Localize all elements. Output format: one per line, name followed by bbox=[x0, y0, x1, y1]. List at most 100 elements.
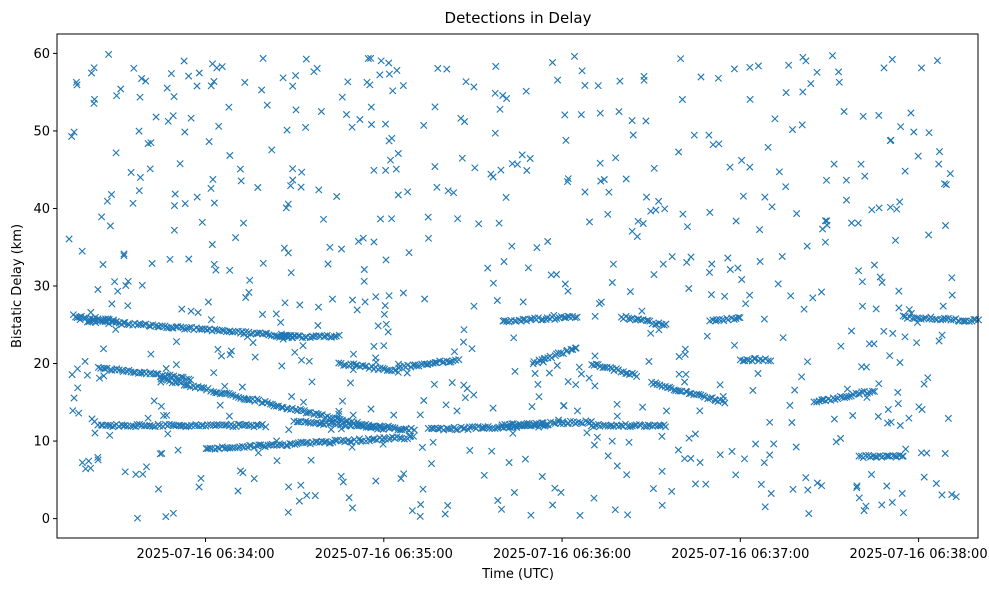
detection-point bbox=[874, 412, 882, 421]
detection-point bbox=[234, 444, 242, 452]
detection-point bbox=[880, 327, 888, 335]
detection-point bbox=[314, 303, 323, 311]
detection-point bbox=[687, 454, 695, 463]
detection-point bbox=[120, 252, 128, 260]
detection-point bbox=[889, 329, 897, 337]
detection-point bbox=[914, 152, 922, 160]
detection-point bbox=[210, 369, 218, 377]
y-tick-label: 20 bbox=[33, 357, 50, 372]
detection-point bbox=[640, 76, 648, 84]
detection-point bbox=[935, 160, 943, 168]
detection-point bbox=[108, 366, 116, 374]
detection-point bbox=[466, 446, 474, 454]
detection-point bbox=[607, 421, 615, 429]
detection-point bbox=[860, 507, 868, 515]
detection-point bbox=[917, 449, 925, 457]
detection-point bbox=[901, 333, 909, 341]
detection-point bbox=[915, 403, 923, 411]
detection-point bbox=[730, 341, 739, 349]
detection-point bbox=[312, 409, 320, 417]
detection-point bbox=[229, 423, 237, 431]
detection-point bbox=[185, 255, 193, 263]
detection-point bbox=[542, 421, 550, 429]
detection-point bbox=[104, 421, 112, 429]
detection-point bbox=[508, 160, 516, 168]
detection-point bbox=[388, 215, 396, 223]
detection-point bbox=[489, 279, 497, 287]
detection-point bbox=[600, 175, 608, 184]
detection-point bbox=[768, 203, 776, 211]
detection-point bbox=[896, 198, 904, 206]
detection-point bbox=[544, 237, 552, 246]
detection-point bbox=[263, 101, 271, 109]
detection-point bbox=[628, 314, 636, 322]
detection-point bbox=[730, 65, 738, 73]
detection-point bbox=[245, 288, 253, 296]
y-tick-label: 60 bbox=[33, 47, 50, 62]
detection-point bbox=[225, 103, 233, 111]
detection-point bbox=[608, 437, 616, 445]
detection-point bbox=[897, 123, 905, 131]
detection-point bbox=[713, 316, 721, 324]
detection-point bbox=[548, 354, 556, 362]
detection-point bbox=[142, 320, 150, 328]
detection-point bbox=[297, 183, 305, 191]
detection-point bbox=[905, 414, 913, 422]
detection-point bbox=[210, 260, 218, 268]
detection-point bbox=[726, 265, 734, 274]
detection-point bbox=[287, 269, 295, 277]
detection-point bbox=[212, 389, 220, 397]
detection-point bbox=[305, 357, 313, 365]
detection-point bbox=[870, 387, 879, 395]
detection-point bbox=[424, 213, 432, 221]
detection-point bbox=[388, 134, 396, 142]
detection-point bbox=[376, 422, 384, 430]
detection-point bbox=[886, 203, 894, 211]
detection-point bbox=[355, 435, 363, 443]
detection-point bbox=[148, 259, 156, 268]
detection-point bbox=[853, 484, 861, 492]
detection-point bbox=[407, 432, 415, 440]
detection-point bbox=[157, 402, 165, 410]
detection-point bbox=[337, 472, 345, 480]
detection-point bbox=[736, 314, 744, 322]
detection-point bbox=[170, 226, 178, 234]
detection-point bbox=[613, 462, 621, 470]
x-tick-label: 2025-07-16 06:37:00 bbox=[671, 547, 809, 562]
detection-point bbox=[529, 360, 537, 368]
detection-point bbox=[335, 410, 343, 418]
detection-point bbox=[349, 411, 357, 419]
detection-point bbox=[385, 292, 393, 300]
detection-point bbox=[81, 357, 89, 365]
detection-point bbox=[802, 474, 810, 482]
detection-point bbox=[132, 470, 140, 478]
detection-point bbox=[330, 333, 338, 341]
detection-point bbox=[578, 67, 586, 75]
detection-point bbox=[629, 131, 637, 139]
detection-point bbox=[321, 332, 329, 340]
detection-point bbox=[813, 68, 821, 76]
detection-point bbox=[547, 271, 555, 279]
detection-point bbox=[234, 487, 242, 495]
detection-point bbox=[331, 420, 339, 428]
detection-point bbox=[450, 348, 459, 356]
detection-point bbox=[594, 82, 602, 90]
detection-point bbox=[500, 317, 509, 325]
detection-point bbox=[385, 70, 393, 78]
detection-point bbox=[272, 310, 280, 318]
detection-point bbox=[855, 267, 863, 275]
detection-point bbox=[849, 411, 857, 420]
detection-point bbox=[283, 126, 291, 134]
detection-point bbox=[158, 449, 166, 457]
detection-point bbox=[896, 358, 904, 367]
detection-point bbox=[335, 331, 343, 339]
detection-point bbox=[204, 298, 212, 306]
detection-point bbox=[91, 313, 99, 321]
detection-point bbox=[761, 503, 769, 511]
detection-point bbox=[94, 285, 102, 294]
detection-point bbox=[674, 446, 682, 454]
detection-point bbox=[410, 426, 418, 434]
detection-point bbox=[149, 422, 157, 430]
detection-point bbox=[760, 315, 768, 323]
detection-point bbox=[800, 305, 808, 313]
